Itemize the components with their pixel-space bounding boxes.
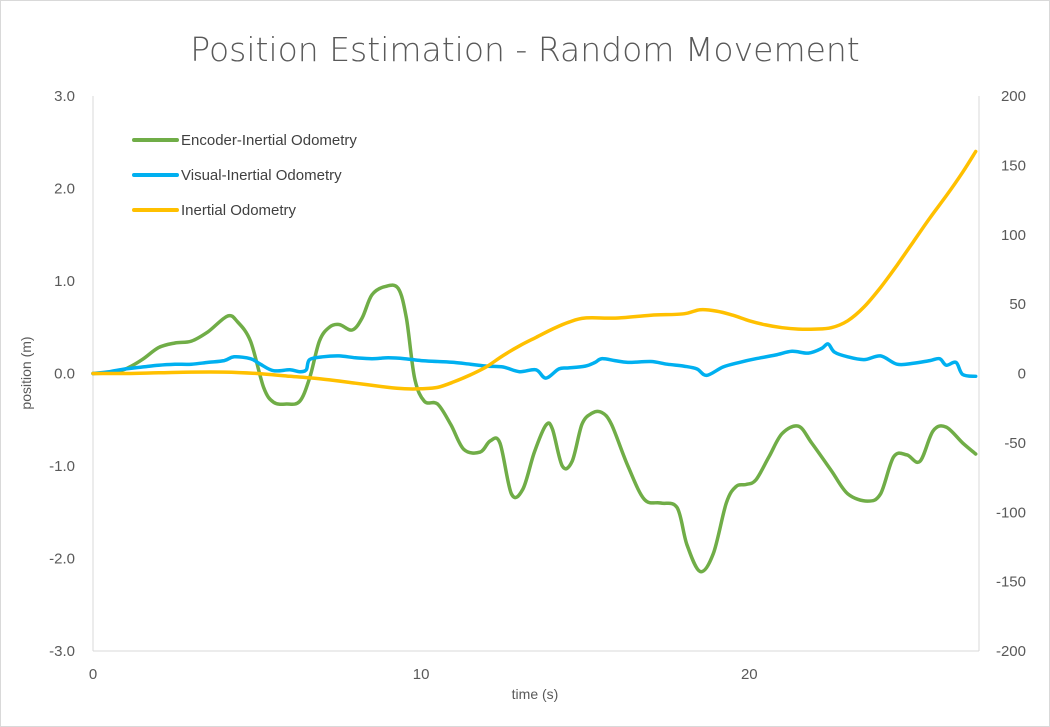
y-axis-label: position (m) (18, 336, 34, 409)
y-tick-label-right: -100 (996, 504, 1026, 521)
y-tick-label-right: 0 (1018, 366, 1026, 383)
y-tick-label-left: -1.0 (49, 458, 75, 475)
y-tick-label-left: -3.0 (49, 643, 75, 660)
y-tick-label-right: 50 (1009, 296, 1026, 313)
y-tick-label-right: -150 (996, 574, 1026, 591)
x-axis-label: time (s) (512, 686, 559, 702)
y-tick-label-left: 1.0 (54, 273, 75, 290)
y-tick-label-left: 3.0 (54, 88, 75, 105)
y-tick-label-right: -200 (996, 643, 1026, 660)
x-tick-label: 20 (741, 666, 758, 683)
y-tick-label-left: -2.0 (49, 551, 75, 568)
series-line-0 (91, 283, 978, 574)
y-tick-label-right: 150 (1001, 157, 1026, 174)
y-tick-label-right: 200 (1001, 88, 1026, 105)
legend-label: Inertial Odometry (181, 202, 297, 219)
y-tick-label-left: 0.0 (54, 366, 75, 383)
legend-label: Encoder-Inertial Odometry (181, 132, 357, 149)
y-tick-label-left: 2.0 (54, 181, 75, 198)
series-line-1 (91, 342, 978, 380)
y-tick-label-right: 100 (1001, 227, 1026, 244)
legend-label: Visual-Inertial Odometry (181, 167, 342, 184)
chart-legend: Encoder-Inertial Odometry Visual-Inertial… (132, 132, 357, 219)
series-line-2 (91, 149, 978, 391)
x-tick-label: 0 (89, 666, 97, 683)
y-tick-label-right: -50 (1004, 435, 1026, 452)
chart-title: Position Estimation - Random Movement (190, 30, 860, 69)
x-tick-label: 10 (413, 666, 430, 683)
